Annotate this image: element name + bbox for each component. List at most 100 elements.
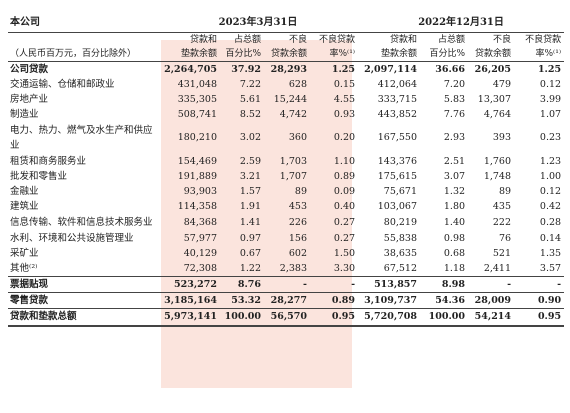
- table-row: 其他⁽²⁾ 72,308 1.22 2,383 3.30 67,512 1.18 2,411 3…: [8, 261, 564, 277]
- table-row: 租赁和商务服务业 154,469 2.59 1,703 1.10 143,376 2.51 1…: [8, 154, 564, 169]
- cell-value: 3,109,737: [358, 292, 421, 309]
- cell-value: 3.02: [239, 132, 261, 143]
- cell-value: 453: [288, 200, 307, 212]
- cell-value: 175,615: [377, 170, 418, 182]
- cell-value: 8.76: [220, 276, 264, 293]
- cell-value: 1.00: [539, 170, 562, 182]
- cell-value: 431,048: [177, 78, 217, 90]
- row-label: 建筑业: [10, 200, 39, 212]
- cell-value: 2,264,705: [164, 63, 217, 75]
- col-head: 不良: [288, 35, 307, 45]
- table-row: 制造业 508,741 8.52 4,742 0.93 443,852 7.76 4,764 1…: [8, 107, 564, 122]
- cell-value: 0.98: [443, 232, 466, 244]
- cell-value: 435: [492, 200, 512, 212]
- cell-value: 76: [498, 232, 512, 244]
- table-row: 票据贴现 523,272 8.76- -513,857 8.98- -: [8, 276, 565, 293]
- header-row-2: （人民币百万元，百分比除外） 垫款余额 百分比% 贷款余额 率%⁽¹⁾ 垫款余额…: [8, 47, 565, 62]
- col-head: 率%⁽¹⁾: [514, 47, 565, 62]
- cell-value: 1.50: [333, 247, 356, 259]
- cell-value: 1.22: [239, 262, 261, 274]
- cell-value: 0.89: [333, 170, 356, 182]
- cell-value: 36.66: [435, 63, 466, 75]
- cell-value: 28,009: [468, 292, 515, 309]
- cell-value: 154,469: [177, 155, 217, 167]
- table-row: 零售贷款 3,185,164 53.32 28,277 0.89 3,109,737 54.…: [8, 292, 565, 309]
- cell-value: 0.23: [539, 132, 562, 143]
- row-label: 票据贴现: [8, 276, 158, 293]
- col-head: 垫款余额: [358, 47, 421, 62]
- cell-value: 56,570: [264, 308, 310, 327]
- cell-value: 0.15: [333, 78, 356, 90]
- cell-value: 602: [288, 247, 307, 259]
- cell-value: 100.00: [220, 308, 264, 327]
- row-label: 金融业: [10, 185, 39, 197]
- header-row-1: 贷款和 占总额 不良 不良贷款 贷款和 占总额 不良 不良贷款: [8, 33, 564, 48]
- cell-value: 1.18: [443, 262, 466, 274]
- cell-value: 5,720,708: [358, 308, 421, 327]
- col-head: 不良: [493, 35, 512, 45]
- table-row: 房地产业 335,305 5.61 15,244 4.55 333,715 5.83 13,3…: [8, 92, 564, 107]
- cell-value: 513,857: [358, 276, 421, 293]
- cell-value: 1.23: [539, 155, 562, 167]
- row-label: 房地产业: [10, 93, 49, 105]
- cell-value: 8.98: [420, 276, 469, 293]
- col-head: 不良贷款: [319, 35, 356, 45]
- cell-value: 1.40: [443, 216, 466, 228]
- row-label: 公司贷款: [10, 63, 49, 75]
- cell-value: 1.35: [539, 247, 562, 259]
- col-head: 百分比%: [220, 47, 264, 62]
- cell-value: 1.57: [239, 185, 261, 197]
- cell-value: 15,244: [273, 93, 307, 105]
- col-head: 贷款和: [390, 35, 418, 45]
- cell-value: 7.22: [239, 78, 261, 90]
- cell-value: 521: [492, 247, 512, 259]
- row-label: 制造业: [10, 108, 39, 120]
- cell-value: 26,205: [474, 63, 512, 75]
- cell-value: 1,703: [279, 155, 307, 167]
- cell-value: 2.51: [443, 155, 466, 167]
- highlight-column-2023: [161, 40, 352, 388]
- cell-value: -: [264, 276, 310, 293]
- table-row: 交通运输、仓储和邮政业 431,048 7.22 628 0.15 412,064 7.20…: [8, 77, 564, 92]
- cell-value: 412,064: [377, 78, 418, 90]
- cell-value: 7.76: [443, 108, 466, 120]
- cell-value: 5,973,141: [158, 308, 220, 327]
- cell-value: 54,214: [468, 308, 515, 327]
- cell-value: 2.59: [239, 155, 261, 167]
- cell-value: 0.12: [539, 185, 562, 197]
- cell-value: 1,748: [483, 170, 512, 182]
- cell-value: 3.21: [239, 170, 261, 182]
- cell-value: 89: [498, 185, 512, 197]
- cell-value: 0.42: [539, 200, 562, 212]
- table-row: 水利、环境和公共设施管理业 57,977 0.97 156 0.27 55,838 0.98…: [8, 231, 564, 246]
- period-2022: 2022年12月31日: [358, 14, 565, 33]
- table-row: 采矿业 40,129 0.67 602 1.50 38,635 0.68 521 1.35: [8, 246, 564, 261]
- cell-value: 8.52: [239, 108, 261, 120]
- cell-value: 0.97: [239, 232, 261, 244]
- cell-value: 114,358: [177, 200, 217, 212]
- cell-value: 13,307: [477, 93, 512, 105]
- unit-note: （人民币百万元，百分比除外）: [8, 47, 158, 62]
- cell-value: 226: [288, 216, 307, 228]
- row-label: 电力、热力、燃气及水生产和供应业: [10, 125, 153, 151]
- row-label: 信息传输、软件和信息技术服务业: [10, 217, 153, 228]
- table-row: 公司贷款 2,264,705 37.92 28,293 1.25 2,097,114 36.…: [8, 62, 564, 78]
- cell-value: 4,764: [483, 108, 512, 120]
- cell-value: 57,977: [183, 232, 217, 244]
- cell-value: 479: [492, 78, 512, 90]
- cell-value: 93,903: [183, 185, 217, 197]
- cell-value: 180,210: [177, 132, 217, 143]
- cell-value: 5.83: [443, 93, 466, 105]
- cell-value: 72,308: [183, 262, 217, 274]
- cell-value: 53.32: [220, 292, 264, 309]
- cell-value: 0.12: [539, 78, 562, 90]
- company-label: 本公司: [8, 14, 158, 33]
- cell-value: 2.93: [443, 132, 466, 143]
- cell-value: 508,741: [177, 108, 217, 120]
- cell-value: 40,129: [183, 247, 217, 259]
- cell-value: 360: [288, 132, 307, 143]
- cell-value: 523,272: [158, 276, 220, 293]
- cell-value: 1.41: [239, 216, 261, 228]
- cell-value: 0.89: [310, 292, 359, 309]
- col-head: 贷款余额: [264, 47, 310, 62]
